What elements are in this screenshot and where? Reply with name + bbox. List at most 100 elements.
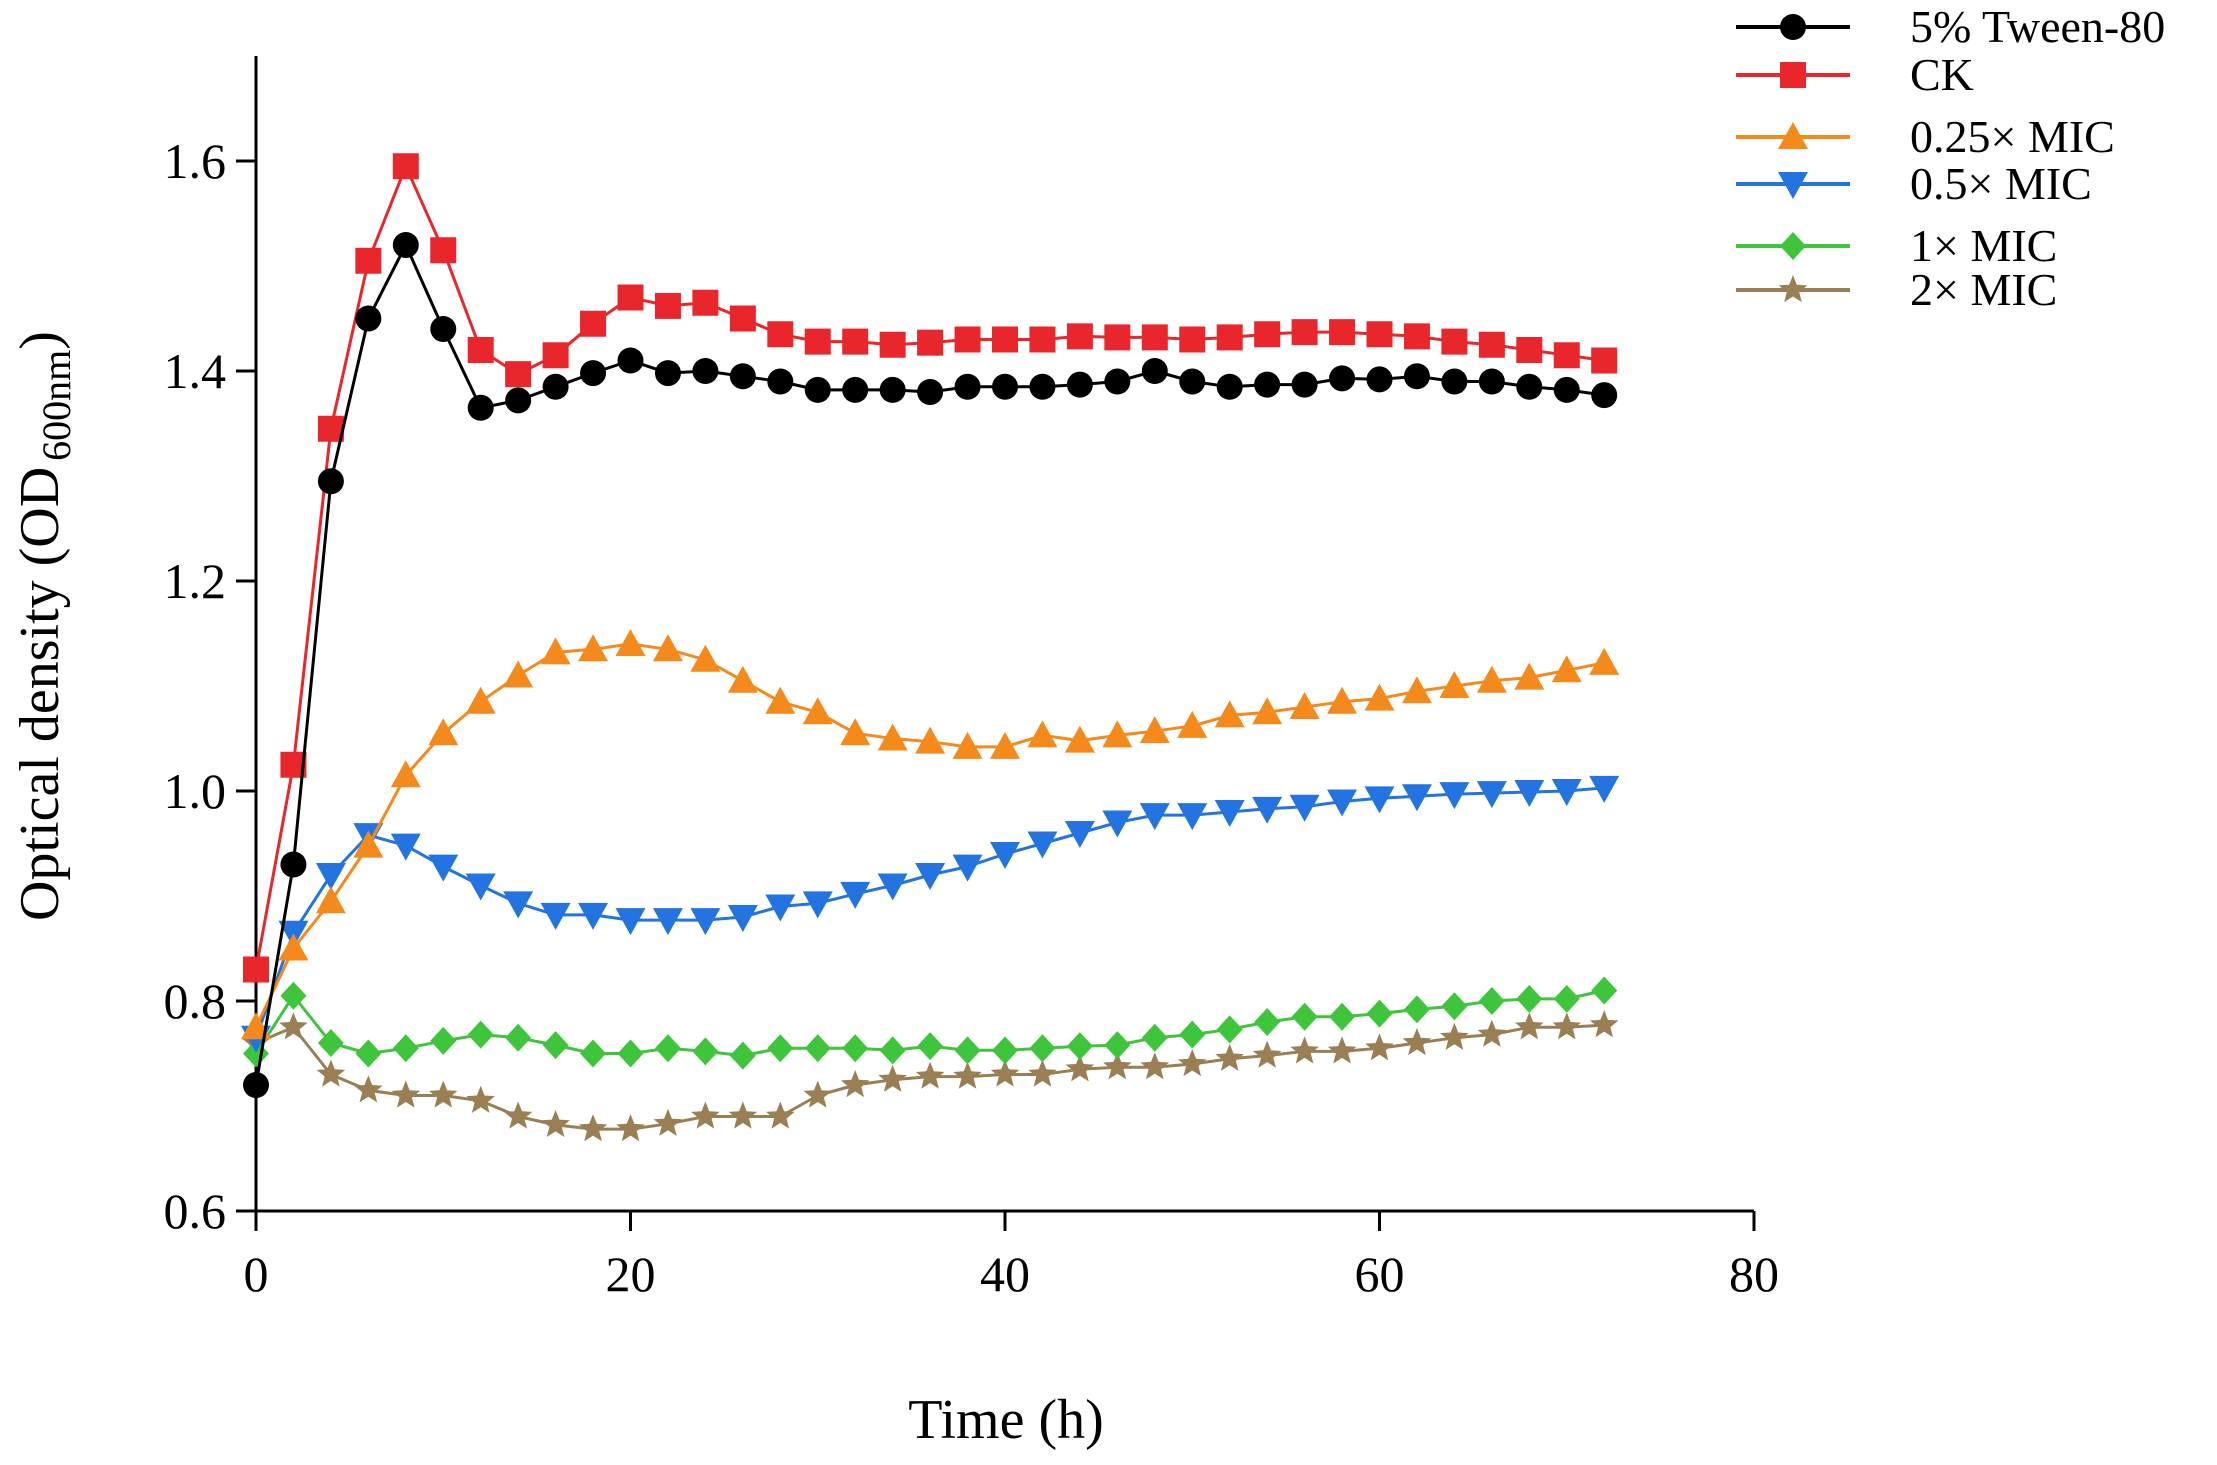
data-point-1-mic: [392, 1034, 419, 1063]
data-point-5-tween-80: [992, 373, 1018, 400]
data-point-0-5-mic: [1177, 803, 1208, 831]
legend-item-0-25-mic: 0.25× MIC: [1736, 111, 2115, 162]
data-point-2-mic: [1589, 1010, 1619, 1038]
data-point-1-mic: [1066, 1032, 1093, 1061]
data-point-ck: [992, 326, 1018, 353]
data-point-5-tween-80: [1329, 365, 1356, 392]
data-point-1-mic: [1104, 1031, 1131, 1060]
data-point-0-25-mic: [1364, 683, 1395, 711]
data-point-5-tween-80: [917, 379, 944, 405]
data-point-2-mic: [1178, 1049, 1207, 1077]
data-point-0-25-mic: [578, 634, 609, 662]
data-point-2-mic: [1140, 1052, 1170, 1080]
data-point-5-tween-80: [842, 376, 869, 403]
data-point-0-5-mic: [1514, 780, 1545, 808]
data-point-5-tween-80: [617, 347, 644, 374]
data-point-ck: [392, 153, 419, 180]
data-point-5-tween-80: [692, 358, 719, 384]
data-point-0-5-mic: [465, 873, 496, 901]
data-point-1-mic: [1254, 1008, 1281, 1036]
data-point-5-tween-80: [355, 305, 382, 332]
legend-label: 2× MIC: [1910, 264, 2057, 315]
data-point-0-5-mic: [1364, 786, 1395, 814]
data-point-ck: [467, 337, 494, 363]
data-point-0-25-mic: [615, 629, 646, 656]
data-point-1-mic: [1403, 995, 1430, 1024]
data-point-ck: [729, 305, 756, 332]
data-point-0-5-mic: [1476, 781, 1507, 809]
data-point-0-25-mic: [1514, 662, 1545, 690]
legend-marker: [1780, 14, 1806, 40]
data-point-ck: [767, 321, 794, 348]
data-point-5-tween-80: [954, 373, 981, 400]
data-point-0-5-mic: [690, 908, 721, 936]
data-point-5-tween-80: [243, 1072, 269, 1098]
data-point-1-mic: [280, 981, 307, 1010]
data-point-2-mic: [578, 1114, 608, 1142]
legend-item-0-5-mic: 0.5× MIC: [1736, 158, 2092, 209]
data-point-5-tween-80: [1516, 373, 1543, 400]
data-point-5-tween-80: [767, 368, 794, 395]
data-point-2-mic: [1477, 1019, 1507, 1047]
data-point-ck: [1553, 342, 1580, 369]
data-point-1-mic: [1141, 1023, 1168, 1052]
data-point-ck: [954, 326, 981, 353]
data-point-0-5-mic: [390, 833, 421, 861]
legend-label: 1× MIC: [1910, 220, 2057, 271]
data-point-5-tween-80: [1029, 373, 1056, 400]
data-point-1-mic: [355, 1039, 382, 1068]
data-point-0-5-mic: [1252, 796, 1283, 824]
data-point-5-tween-80: [1066, 371, 1093, 398]
data-point-ck: [1029, 326, 1056, 353]
data-point-0-5-mic: [727, 905, 758, 932]
series-0-25-mic: [241, 629, 1620, 1040]
data-point-ck: [1254, 321, 1281, 348]
data-point-ck: [1441, 328, 1468, 355]
data-point-0-5-mic: [1439, 782, 1470, 810]
data-point-0-5-mic: [765, 894, 796, 922]
series-5-tween-80: [243, 232, 1618, 1098]
data-point-0-25-mic: [1439, 671, 1470, 698]
x-tick-label: 60: [1355, 1246, 1405, 1302]
data-point-ck: [1591, 347, 1618, 374]
y-tick-label: 0.8: [164, 973, 227, 1029]
data-point-0-5-mic: [1139, 803, 1170, 831]
data-point-0-5-mic: [877, 873, 908, 901]
data-point-0-5-mic: [1289, 794, 1320, 822]
legend-label: CK: [1910, 49, 1974, 100]
data-point-0-25-mic: [652, 634, 683, 662]
data-point-2-mic: [1252, 1040, 1282, 1068]
data-point-2-mic: [279, 1012, 308, 1040]
data-point-5-tween-80: [1478, 368, 1505, 395]
data-point-1-mic: [1216, 1015, 1243, 1044]
data-point-ck: [243, 956, 269, 983]
data-point-1-mic: [767, 1034, 794, 1063]
data-point-2-mic: [990, 1059, 1020, 1087]
data-point-5-tween-80: [804, 376, 831, 403]
data-point-0-25-mic: [465, 686, 496, 714]
y-axis-title-sub: 600nm: [34, 350, 79, 461]
data-point-ck: [542, 342, 569, 369]
data-point-0-5-mic: [428, 854, 459, 882]
data-point-2-mic: [1515, 1012, 1544, 1040]
data-point-0-25-mic: [915, 726, 946, 754]
legend-label: 5% Tween-80: [1910, 1, 2165, 52]
data-point-2-mic: [840, 1070, 870, 1098]
data-point-5-tween-80: [580, 360, 607, 387]
data-point-1-mic: [879, 1036, 906, 1065]
data-point-5-tween-80: [1553, 376, 1580, 403]
data-point-1-mic: [692, 1037, 719, 1066]
data-point-0-25-mic: [765, 686, 796, 714]
data-point-0-5-mic: [802, 891, 833, 919]
data-point-0-25-mic: [877, 723, 908, 751]
data-point-ck: [804, 328, 831, 355]
data-point-1-mic: [1329, 1002, 1356, 1031]
data-point-2-mic: [728, 1101, 758, 1129]
data-point-0-25-mic: [1476, 665, 1507, 693]
y-tick-label: 1.6: [164, 133, 227, 189]
data-point-ck: [1291, 319, 1318, 346]
data-point-ck: [1366, 321, 1393, 348]
data-point-2-mic: [316, 1059, 346, 1087]
data-point-0-25-mic: [315, 886, 346, 914]
